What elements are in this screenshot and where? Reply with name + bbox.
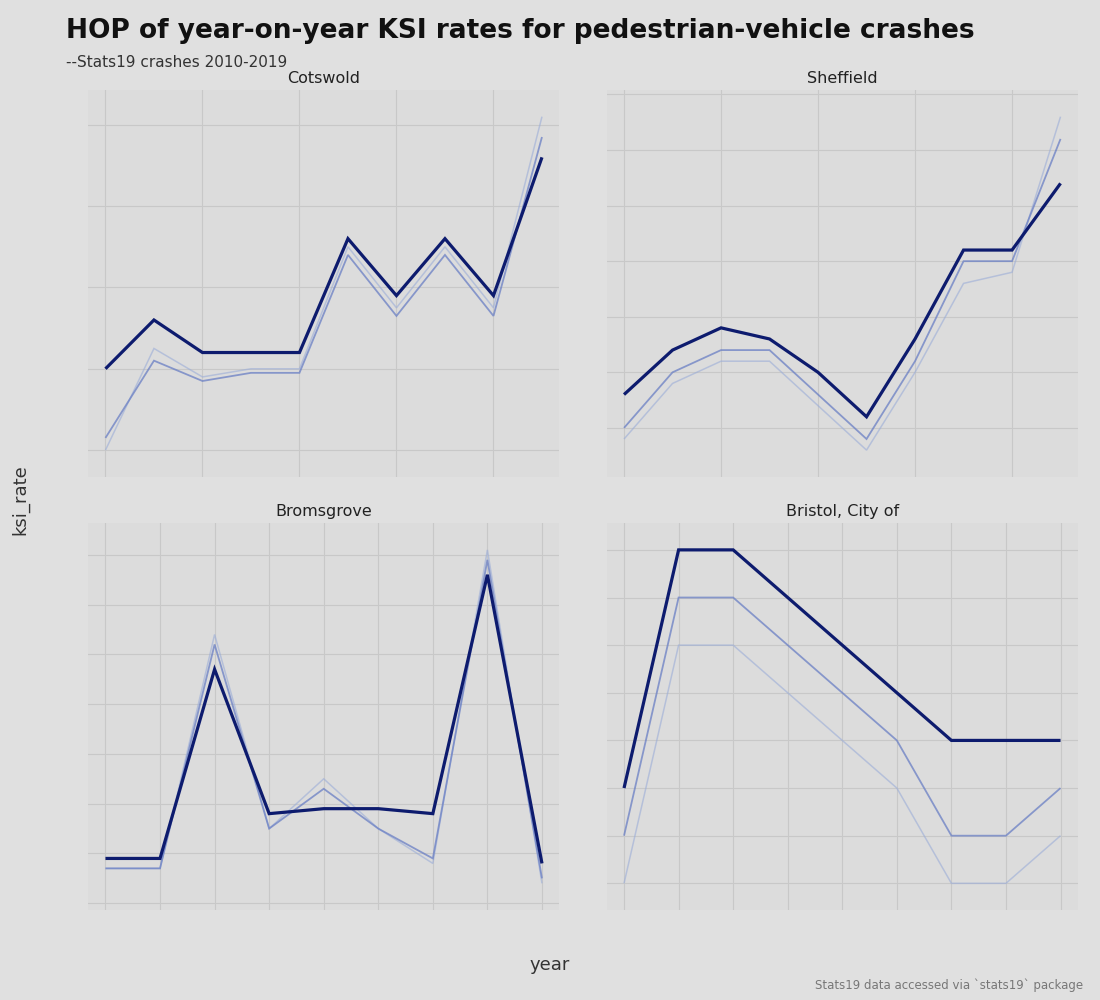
Title: Bristol, City of: Bristol, City of bbox=[785, 504, 899, 519]
Title: Bromsgrove: Bromsgrove bbox=[275, 504, 372, 519]
Text: Stats19 data accessed via `stats19` package: Stats19 data accessed via `stats19` pack… bbox=[815, 978, 1084, 992]
Text: HOP of year-on-year KSI rates for pedestrian-vehicle crashes: HOP of year-on-year KSI rates for pedest… bbox=[66, 18, 975, 44]
Title: Cotswold: Cotswold bbox=[287, 71, 360, 86]
Text: year: year bbox=[530, 956, 570, 974]
Title: Sheffield: Sheffield bbox=[807, 71, 878, 86]
Text: --Stats19 crashes 2010-2019: --Stats19 crashes 2010-2019 bbox=[66, 55, 287, 70]
Text: ksi_rate: ksi_rate bbox=[11, 465, 29, 535]
